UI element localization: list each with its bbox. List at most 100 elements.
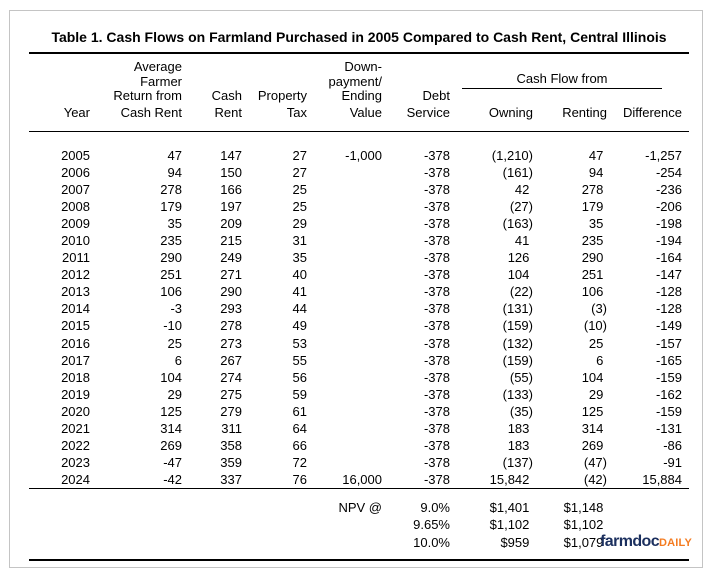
cell: -206	[655, 198, 682, 214]
cell: 337	[220, 472, 242, 488]
cell: -378	[423, 318, 450, 334]
npv-row: NPV @9.0% $1,401 $1,148	[29, 488, 689, 517]
header-cash-flow-group: Cash Flow from	[450, 54, 689, 104]
cell: -378	[423, 198, 450, 214]
cash-flow-group-label: Cash Flow from	[462, 71, 662, 89]
cell: 358	[220, 438, 242, 454]
cell: 104	[160, 369, 182, 385]
cell: 47	[167, 147, 182, 163]
cell: -86	[663, 438, 682, 454]
cell: -236	[655, 181, 682, 197]
cell: 42	[514, 181, 533, 197]
table-row: 2010 235 215 31 -378 41 235 -194	[29, 232, 689, 249]
cell	[242, 488, 307, 517]
cell: (131)	[502, 301, 533, 317]
cell: 35	[588, 215, 607, 231]
cell: -378	[423, 335, 450, 351]
cell: -157	[655, 335, 682, 351]
cell: 314	[581, 421, 607, 436]
cell	[307, 198, 382, 215]
cell: 179	[581, 198, 607, 214]
cell	[182, 534, 242, 551]
cell: 359	[220, 455, 242, 471]
table-row: 2016 25 273 53 -378 (132) 25 -157	[29, 335, 689, 352]
cell: 271	[220, 267, 242, 283]
cell: (35)	[509, 403, 533, 419]
cell	[307, 352, 382, 369]
cell	[307, 335, 382, 352]
cell: 41	[514, 232, 533, 248]
cell: 183	[507, 421, 533, 436]
cell: $959	[500, 534, 533, 550]
cell: 215	[220, 232, 242, 248]
cell: 9.65%	[413, 517, 450, 533]
cell: -378	[423, 267, 450, 283]
header-row-bottom: Year Cash Rent Rent Tax Value Service Ow…	[29, 103, 689, 132]
table-header: Average Farmer Return from Cash Property…	[29, 54, 689, 132]
cell: 104	[507, 267, 533, 283]
cell: -378	[423, 386, 450, 402]
cell	[29, 516, 90, 533]
cell: 125	[160, 403, 182, 419]
cell	[307, 249, 382, 266]
cell: NPV @	[307, 488, 382, 517]
cell: 179	[160, 198, 182, 214]
cell: $1,102	[563, 517, 607, 533]
cell: (27)	[509, 198, 533, 214]
table-row: 2014 -3 293 44 -378 (131) (3) -128	[29, 300, 689, 317]
cell: 274	[220, 369, 242, 385]
logo-farmdoc-text: farmdoc	[600, 533, 660, 550]
cell: 55	[292, 352, 307, 368]
cell: 61	[292, 403, 307, 419]
cell: (47)	[583, 455, 607, 471]
cell	[307, 369, 382, 386]
cell: 279	[220, 403, 242, 419]
npv-body: NPV @9.0% $1,401 $1,148 9.65% $1,102 $1,10…	[29, 488, 689, 551]
table-row: 2024 -42 337 76 16,000 -378 15,842 (42) 15,884	[29, 471, 689, 489]
cell: 150	[220, 164, 242, 180]
cell: 64	[292, 421, 307, 436]
cell: 251	[581, 267, 607, 283]
cell	[307, 420, 382, 437]
table-row: 2008 179 197 25 -378 (27) 179 -206	[29, 198, 689, 215]
cell: 2015	[61, 318, 90, 334]
cell: 2022	[61, 438, 90, 454]
cell	[307, 300, 382, 317]
cell: 2011	[62, 250, 90, 266]
cell: -3	[170, 301, 182, 317]
cell: -162	[655, 386, 682, 402]
cell: 40	[292, 267, 307, 283]
cell: $1,079	[563, 534, 607, 550]
cell: 44	[292, 301, 307, 317]
cell: 2010	[61, 232, 90, 248]
cell	[607, 516, 689, 533]
cell: (161)	[502, 164, 533, 180]
cell: (163)	[502, 215, 533, 231]
cell: 267	[220, 352, 242, 368]
cell: (132)	[502, 335, 533, 351]
cell: (137)	[502, 455, 533, 471]
cell: -164	[655, 250, 682, 266]
cell: -378	[423, 284, 450, 300]
cell: -378	[423, 147, 450, 163]
cell: 25	[292, 198, 307, 214]
cell	[242, 534, 307, 551]
cell: 94	[167, 164, 182, 180]
cell	[29, 488, 90, 517]
cell: -254	[655, 164, 682, 180]
cell: 15,884	[642, 472, 682, 488]
cell: (133)	[502, 386, 533, 402]
cell	[242, 516, 307, 533]
cell: -1,257	[645, 147, 682, 163]
header-cash-rent-return: Cash Rent	[90, 103, 182, 132]
cell: 35	[167, 215, 182, 231]
cell: 126	[507, 250, 533, 266]
header-property-top: Property	[257, 88, 307, 103]
cell: (42)	[583, 472, 607, 488]
cell: 47	[588, 147, 607, 163]
cell: 27	[292, 164, 307, 180]
cell: -198	[655, 215, 682, 231]
header-year: Year	[29, 103, 90, 132]
cell: 59	[292, 386, 307, 402]
npv-row: 9.65% $1,102 $1,102	[29, 516, 689, 533]
